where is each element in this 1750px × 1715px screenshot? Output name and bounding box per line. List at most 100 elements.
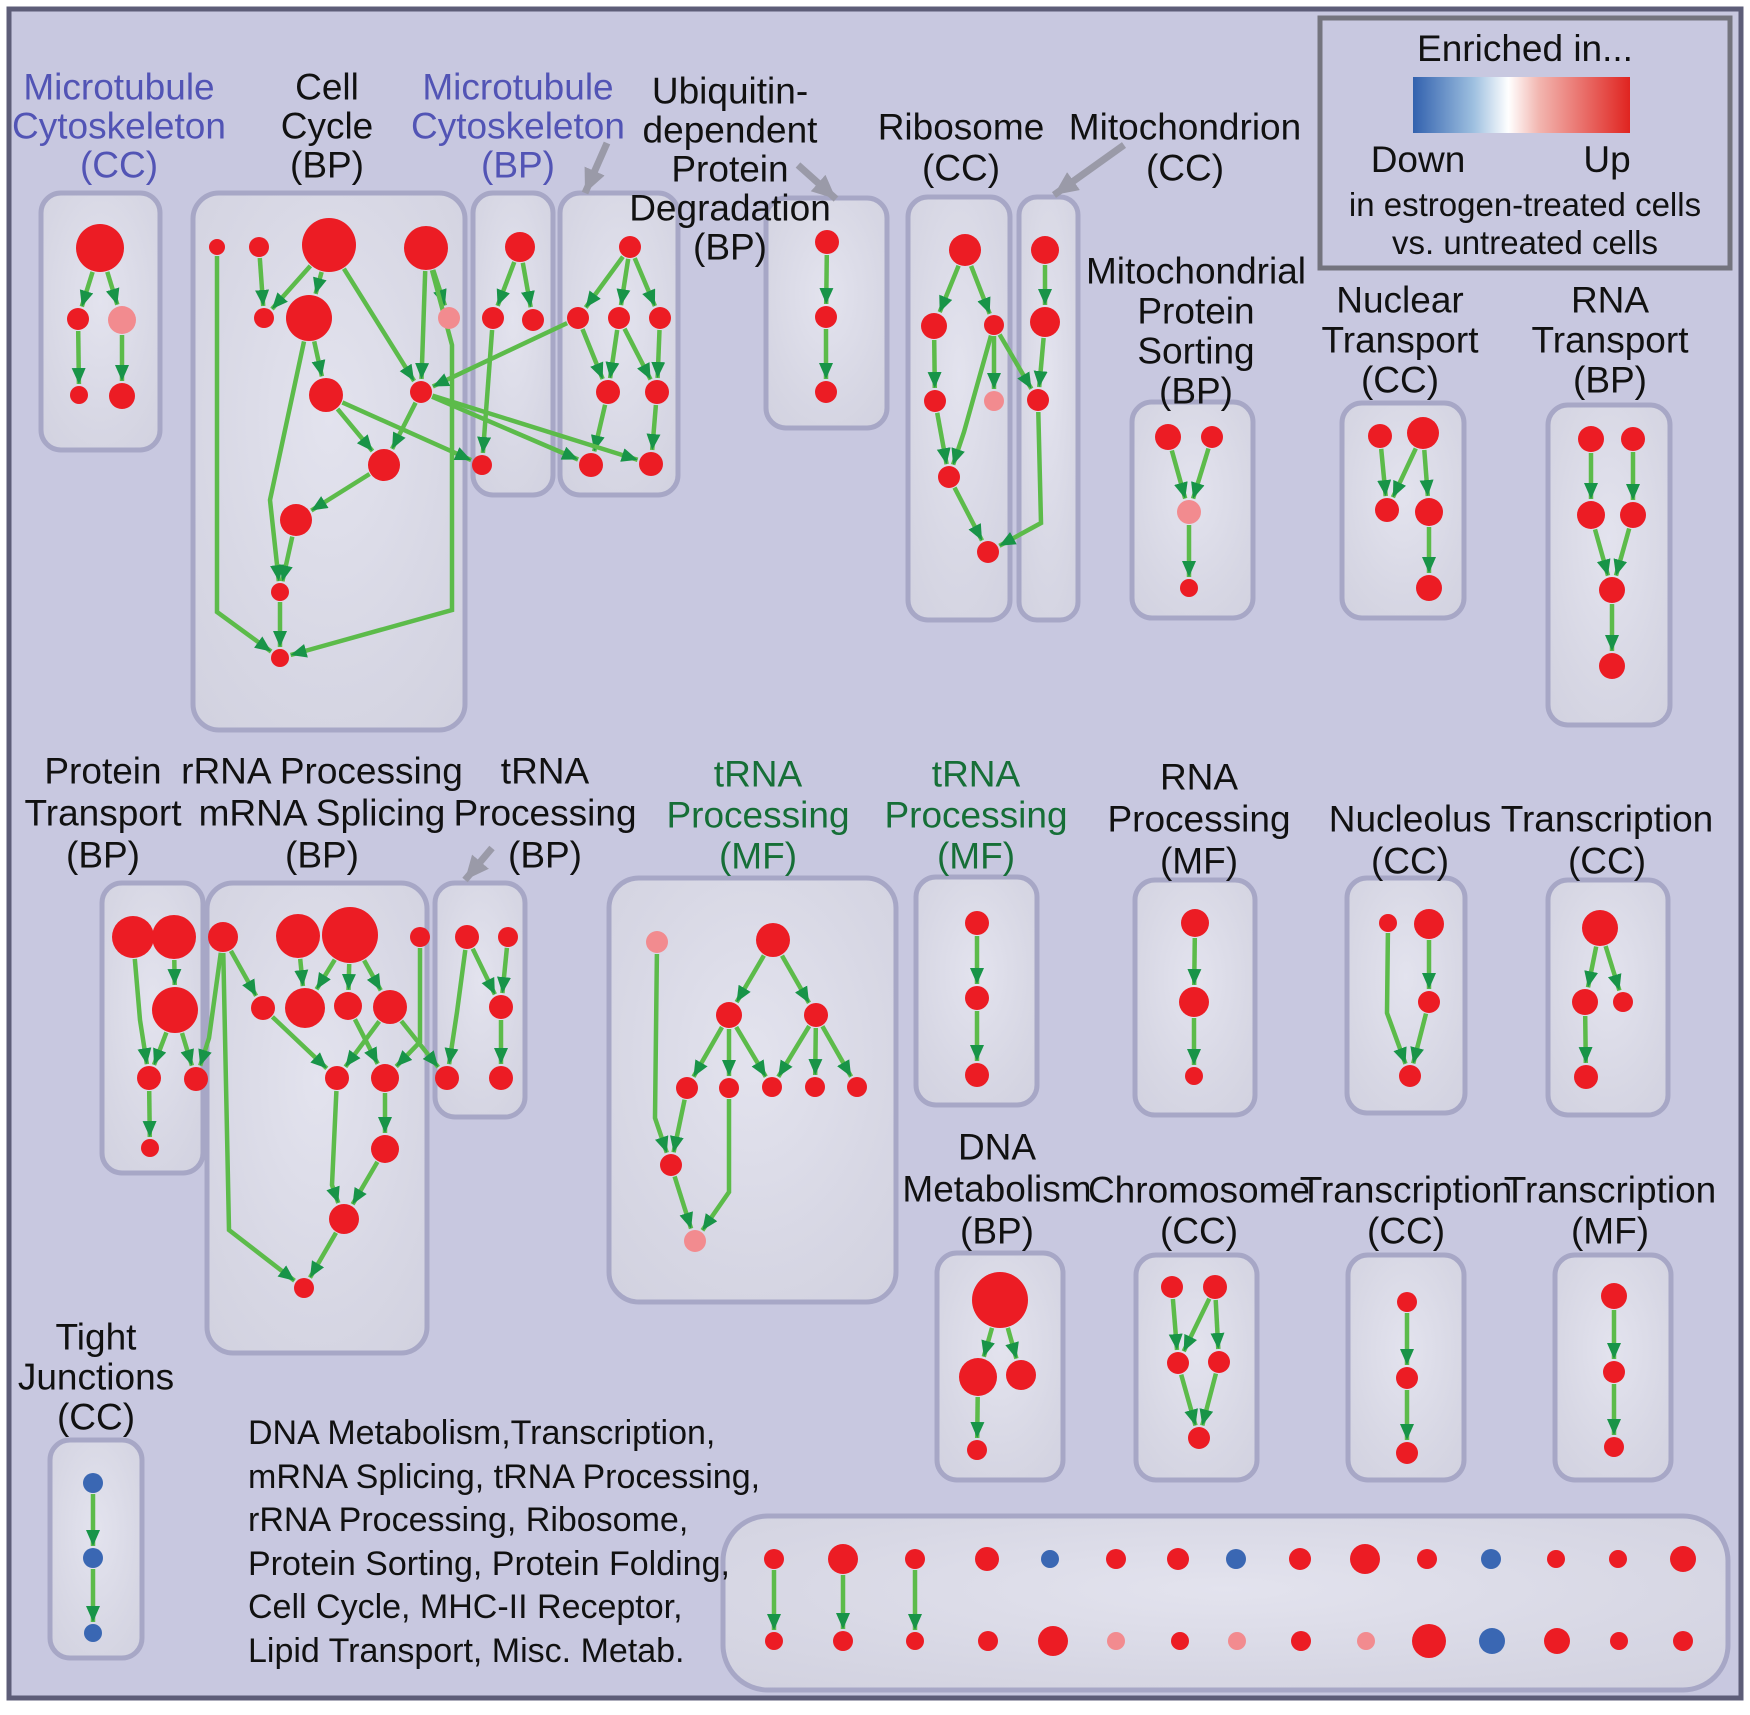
edge-mc2-mc4 [71,330,86,385]
cluster-label-protein-transport: Protein Transport (BP) [25,751,183,876]
gene-set-node-mb3 [522,309,544,331]
gene-set-node-rt5 [1599,577,1625,603]
legend-gradient-bar [1413,77,1630,133]
edge-rb2-rb4 [927,339,942,389]
gene-set-node-bt5 [1041,1550,1059,1568]
cluster-label-transcription-cc-bottom: Transcription (CC) [1300,1170,1512,1252]
gene-set-node-q10 [371,1064,399,1092]
gene-set-node-h3 [965,1063,989,1087]
edge-rp1-rp2 [1187,937,1202,986]
gene-set-node-bt4 [975,1547,999,1571]
gene-set-node-pt1 [112,916,154,958]
legend-subtitle-1: in estrogen-treated cells [1348,186,1702,223]
edge-mb1-mb3 [520,262,535,308]
gene-set-node-pt6 [141,1139,159,1157]
misc-caption-line: Cell Cycle, MHC-II Receptor, [248,1588,683,1626]
cluster-box-nuclear-transport [1339,400,1467,621]
gene-set-node-nc2 [1414,909,1444,939]
edge-cc10-cc11 [310,472,371,513]
gene-set-node-bb10 [1357,1632,1375,1650]
gene-set-node-bb13 [1544,1628,1570,1654]
gene-set-node-t3 [489,995,513,1019]
edge-q7-q10 [352,1018,380,1065]
gene-set-node-bt12 [1481,1549,1501,1569]
edge-q1-q13 [221,952,296,1283]
gene-set-node-pt4 [137,1066,161,1090]
gene-set-node-rt2 [1621,427,1645,451]
edge-g2-g4 [780,954,811,1005]
gene-set-node-cc4 [404,226,448,270]
legend-down-label: Down [1370,139,1466,180]
edge-pt3-pt4 [151,1031,169,1066]
edge-rb3-rb6 [950,334,994,466]
gene-set-node-cc12 [271,583,289,601]
gene-set-node-bb7 [1171,1632,1189,1650]
gene-set-node-ch5 [1188,1427,1210,1449]
gene-set-node-ms4 [1180,579,1198,597]
cluster-label-ribosome: Ribosome (CC) [878,107,1045,189]
cross-edge-u2-cc9 [431,321,569,389]
gene-set-node-u3 [608,307,630,329]
edge-u2-u5 [580,328,605,380]
gene-set-node-cc7 [438,307,460,329]
edge-cc1-cc13 [214,256,273,654]
gene-set-node-nc4 [1399,1065,1421,1087]
edge-rb1-rb3 [969,265,992,315]
gene-set-node-dm2 [959,1358,997,1396]
gene-set-node-dm1 [972,1272,1028,1328]
gene-set-node-bb2 [833,1631,853,1651]
gene-set-node-t1 [455,925,479,949]
gene-set-node-q11 [371,1135,399,1163]
gene-set-node-rb7 [977,541,999,563]
edge-cc4-cc13 [289,269,455,658]
gene-set-node-ch2 [1203,1275,1227,1299]
edge-mc1-mc2 [79,271,95,308]
gene-set-node-bb12 [1479,1628,1505,1654]
gene-set-node-rt3 [1577,501,1605,529]
gene-set-node-bb11 [1412,1624,1446,1658]
cross-edge-rb3-mt3 [997,333,1034,390]
misc-caption-line: mRNA Splicing, tRNA Processing, [248,1457,761,1496]
label-pointer-arrow-2 [795,162,839,202]
gene-set-node-g7 [762,1077,782,1097]
gene-set-node-tm1 [1601,1283,1627,1309]
gene-set-node-pt2 [152,915,196,959]
gene-set-node-ch1 [1161,1276,1183,1298]
gene-set-node-rt4 [1620,502,1646,528]
cluster-label-rrna-processing: rRNA Processing mRNA Splicing (BP) [181,751,463,876]
edge-nc1-nc4 [1384,932,1408,1065]
edge-g2-g3 [734,954,766,1004]
gene-set-node-u2 [567,307,589,329]
gene-set-node-u8 [639,452,663,476]
gene-set-node-cc8 [309,378,343,412]
edge-dm2-dm4 [970,1396,985,1439]
edge-mt2-mt3 [1033,337,1048,388]
edge-ch2-ch4 [1210,1299,1225,1350]
edge-t1-t4 [444,949,468,1065]
cluster-label-dna-metabolism: DNA Metabolism (BP) [902,1127,1091,1252]
gene-set-node-bt13 [1547,1550,1565,1568]
edge-cc11-cc12 [279,536,295,582]
gene-set-node-nc1 [1379,914,1397,932]
gene-set-node-nt1 [1368,424,1392,448]
gene-set-node-cc10 [368,449,400,481]
edge-rt3-rt5 [1592,528,1611,577]
cluster-label-tight-junctions: Tight Junctions (CC) [18,1317,174,1438]
gene-set-node-q1 [208,922,238,952]
edge-cc3-cc6 [313,271,327,295]
edge-g5-g10 [670,1099,687,1153]
gene-set-node-mc4 [70,386,88,404]
gene-set-node-tc2 [1572,989,1598,1015]
cluster-box-ubiquitin-1 [557,190,681,498]
gene-set-node-q9 [325,1066,349,1090]
edge-cc9-cc10 [390,401,418,450]
gene-set-node-tc1 [1582,910,1618,946]
gene-set-node-t5 [489,1066,513,1090]
edge-u1-u4 [632,257,657,307]
gene-set-node-cc3 [302,218,356,272]
gene-set-node-g4 [804,1003,828,1027]
edge-u1-u2 [583,255,625,309]
gene-set-node-q3 [322,907,378,963]
edge-tc1-tc3 [1603,945,1622,992]
gene-set-node-rb3 [984,315,1004,335]
